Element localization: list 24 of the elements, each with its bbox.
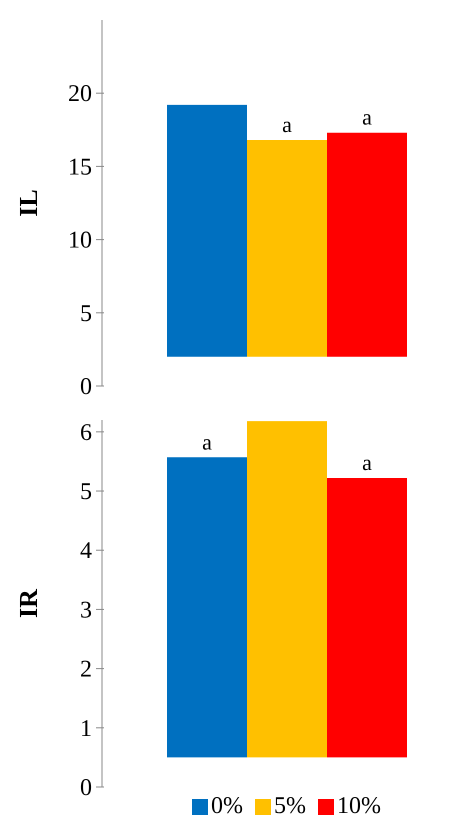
y-tick-label: 1	[80, 716, 92, 742]
y-tick-label: 4	[80, 538, 92, 564]
y-tick-label: 20	[68, 81, 92, 108]
y-tick-label: 3	[80, 597, 92, 624]
legend-label: 10%	[337, 793, 381, 820]
y-tick-label: 0	[80, 374, 92, 400]
bar	[247, 421, 327, 758]
bar	[167, 457, 247, 758]
legend-label: 5%	[274, 793, 306, 820]
y-tick-label: 2	[80, 656, 92, 683]
data-label: a	[362, 450, 372, 476]
y-axis-title: IR	[14, 588, 44, 618]
data-label: a	[362, 104, 372, 130]
y-tick-label: 6	[80, 420, 92, 446]
y-tick-label: 15	[68, 154, 92, 180]
bar	[327, 478, 407, 758]
y-tick-label: 5	[80, 479, 92, 506]
y-tick-label: 10	[68, 228, 92, 254]
y-tick-label: 0	[80, 775, 92, 801]
data-label: a	[202, 429, 212, 454]
y-tick-label: 5	[80, 300, 92, 327]
legend-label: 0%	[211, 793, 243, 820]
data-label: a	[282, 112, 292, 138]
y-axis-title: IL	[14, 189, 44, 217]
